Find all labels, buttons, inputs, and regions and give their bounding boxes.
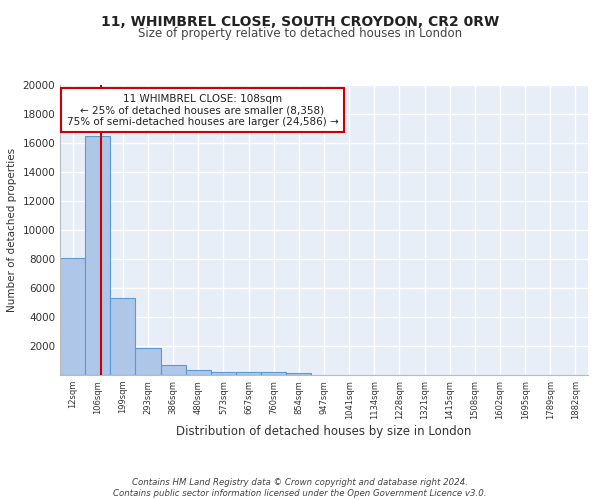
Bar bbox=[136, 348, 161, 375]
Text: 11 WHIMBREL CLOSE: 108sqm
← 25% of detached houses are smaller (8,358)
75% of se: 11 WHIMBREL CLOSE: 108sqm ← 25% of detac… bbox=[67, 94, 338, 127]
Text: Contains HM Land Registry data © Crown copyright and database right 2024.
Contai: Contains HM Land Registry data © Crown c… bbox=[113, 478, 487, 498]
Bar bbox=[236, 372, 261, 375]
Y-axis label: Number of detached properties: Number of detached properties bbox=[7, 148, 17, 312]
Bar bbox=[286, 373, 311, 375]
Bar bbox=[186, 370, 211, 375]
Text: Size of property relative to detached houses in London: Size of property relative to detached ho… bbox=[138, 28, 462, 40]
Text: 11, WHIMBREL CLOSE, SOUTH CROYDON, CR2 0RW: 11, WHIMBREL CLOSE, SOUTH CROYDON, CR2 0… bbox=[101, 15, 499, 29]
Bar bbox=[60, 258, 85, 375]
Bar bbox=[261, 372, 286, 375]
Bar bbox=[211, 372, 236, 375]
Bar bbox=[161, 365, 186, 375]
Bar bbox=[110, 298, 136, 375]
X-axis label: Distribution of detached houses by size in London: Distribution of detached houses by size … bbox=[176, 424, 472, 438]
Bar bbox=[85, 136, 110, 375]
